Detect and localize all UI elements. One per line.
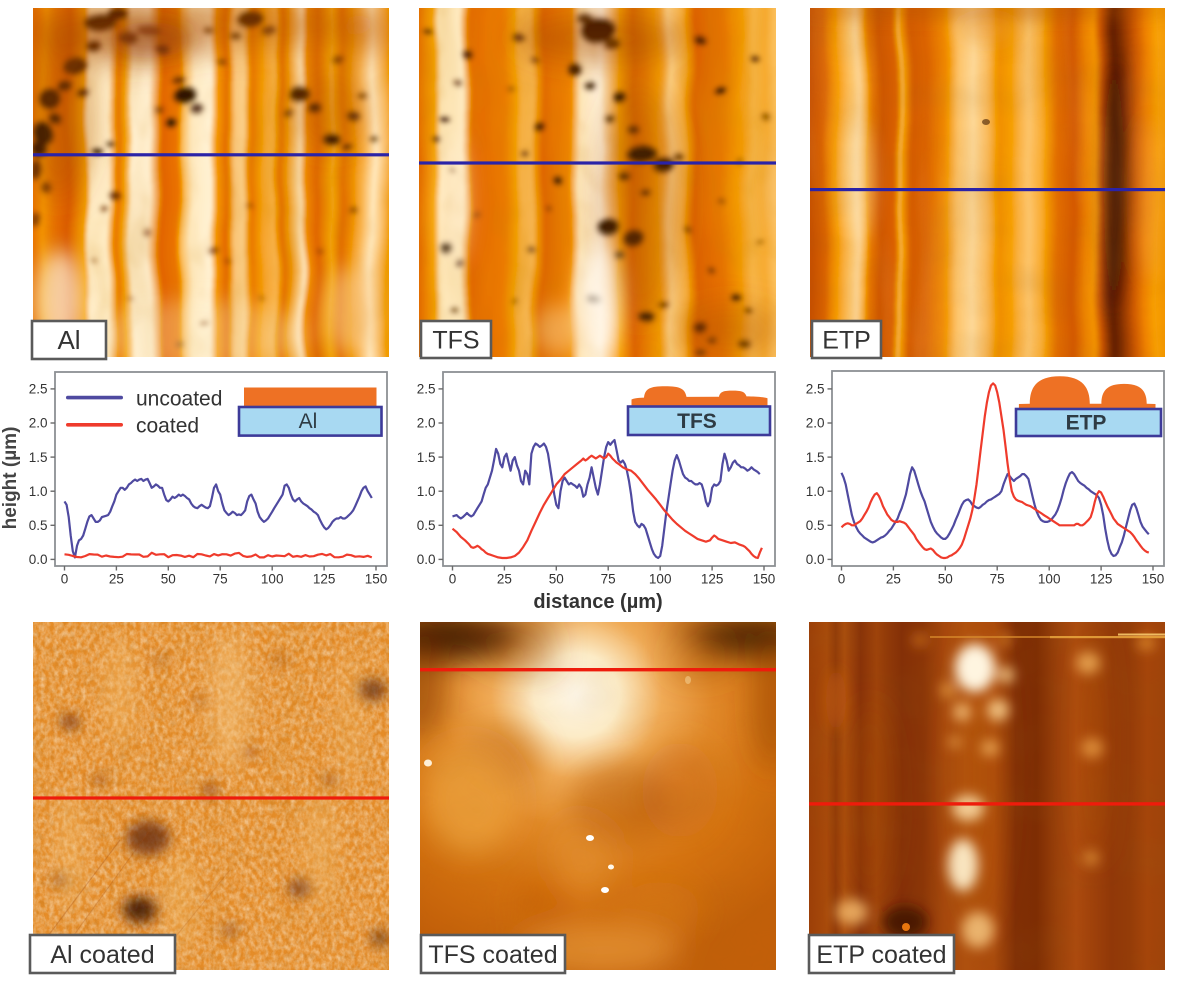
svg-text:1.0: 1.0 xyxy=(29,484,48,499)
svg-text:TFS coated: TFS coated xyxy=(428,941,557,969)
svg-text:height (µm): height (µm) xyxy=(0,427,21,530)
svg-text:distance (µm): distance (µm) xyxy=(533,591,662,613)
svg-text:100: 100 xyxy=(261,572,284,587)
svg-text:2.5: 2.5 xyxy=(29,382,48,397)
svg-text:50: 50 xyxy=(549,572,564,587)
svg-text:100: 100 xyxy=(1038,572,1061,587)
svg-text:0.0: 0.0 xyxy=(417,552,436,567)
svg-text:125: 125 xyxy=(701,572,724,587)
svg-text:125: 125 xyxy=(1090,572,1113,587)
svg-text:125: 125 xyxy=(313,572,336,587)
svg-text:1.0: 1.0 xyxy=(806,484,825,499)
svg-text:0.0: 0.0 xyxy=(29,552,48,567)
svg-text:0.5: 0.5 xyxy=(417,518,436,533)
svg-text:25: 25 xyxy=(109,572,124,587)
svg-text:0: 0 xyxy=(838,572,846,587)
svg-text:75: 75 xyxy=(601,572,616,587)
svg-text:1.5: 1.5 xyxy=(29,450,48,465)
svg-text:25: 25 xyxy=(886,572,901,587)
svg-text:150: 150 xyxy=(753,572,776,587)
svg-text:50: 50 xyxy=(938,572,953,587)
svg-text:2.5: 2.5 xyxy=(417,382,436,397)
svg-text:0: 0 xyxy=(449,572,457,587)
svg-text:75: 75 xyxy=(213,572,228,587)
svg-text:1.5: 1.5 xyxy=(806,450,825,465)
svg-text:1.5: 1.5 xyxy=(417,450,436,465)
svg-text:2.5: 2.5 xyxy=(806,382,825,397)
svg-text:coated: coated xyxy=(136,415,199,438)
svg-text:TFS: TFS xyxy=(432,326,479,354)
svg-text:ETP: ETP xyxy=(822,326,871,354)
svg-text:100: 100 xyxy=(649,572,672,587)
svg-text:50: 50 xyxy=(161,572,176,587)
svg-text:ETP coated: ETP coated xyxy=(816,941,946,969)
svg-text:0: 0 xyxy=(61,572,69,587)
svg-text:0.0: 0.0 xyxy=(806,552,825,567)
svg-text:150: 150 xyxy=(1142,572,1165,587)
svg-text:Al coated: Al coated xyxy=(50,941,154,969)
svg-text:Al: Al xyxy=(57,325,80,355)
svg-text:1.0: 1.0 xyxy=(417,484,436,499)
svg-text:TFS: TFS xyxy=(677,410,717,433)
svg-text:2.0: 2.0 xyxy=(417,416,436,431)
svg-text:25: 25 xyxy=(497,572,512,587)
svg-text:Al: Al xyxy=(299,410,318,433)
svg-text:2.0: 2.0 xyxy=(29,416,48,431)
svg-text:0.5: 0.5 xyxy=(806,518,825,533)
svg-text:uncoated: uncoated xyxy=(136,388,222,411)
svg-text:0.5: 0.5 xyxy=(29,518,48,533)
svg-text:75: 75 xyxy=(990,572,1005,587)
svg-text:2.0: 2.0 xyxy=(806,416,825,431)
svg-text:ETP: ETP xyxy=(1066,412,1107,435)
svg-text:150: 150 xyxy=(365,572,388,587)
